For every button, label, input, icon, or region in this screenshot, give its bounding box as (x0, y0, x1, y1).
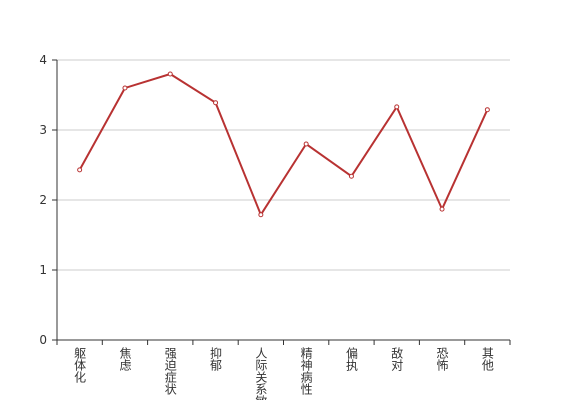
y-tick-label: 0 (39, 333, 47, 347)
line (78, 72, 489, 217)
point (122, 85, 128, 91)
point (348, 173, 354, 179)
point (394, 104, 400, 110)
x-tick-label: 敌对 (390, 346, 404, 371)
point (303, 141, 309, 147)
point (213, 100, 219, 106)
x-tick-label: 精神病性 (299, 347, 313, 396)
x-tick-label: 偏执 (344, 346, 358, 372)
point (484, 107, 490, 113)
x-tick-label: 其他 (480, 347, 494, 371)
x-tick-label: 强迫症状 (163, 347, 177, 395)
y-tick-label: 2 (39, 193, 47, 207)
x-tick-label: 躯体化 (73, 346, 87, 384)
point (77, 167, 83, 173)
point (167, 71, 173, 77)
x-tick-label: 抑郁 (209, 346, 223, 372)
y-tick-label: 3 (39, 123, 47, 137)
x-tick-label: 恐怖 (435, 347, 449, 371)
y-tick-label: 1 (39, 263, 47, 277)
point (439, 206, 445, 212)
x-tick-label: 人际关系敏感 (254, 347, 268, 400)
x-tick-label: 焦虑 (118, 347, 132, 371)
y-tick-label: 4 (39, 53, 47, 67)
point (258, 212, 264, 218)
